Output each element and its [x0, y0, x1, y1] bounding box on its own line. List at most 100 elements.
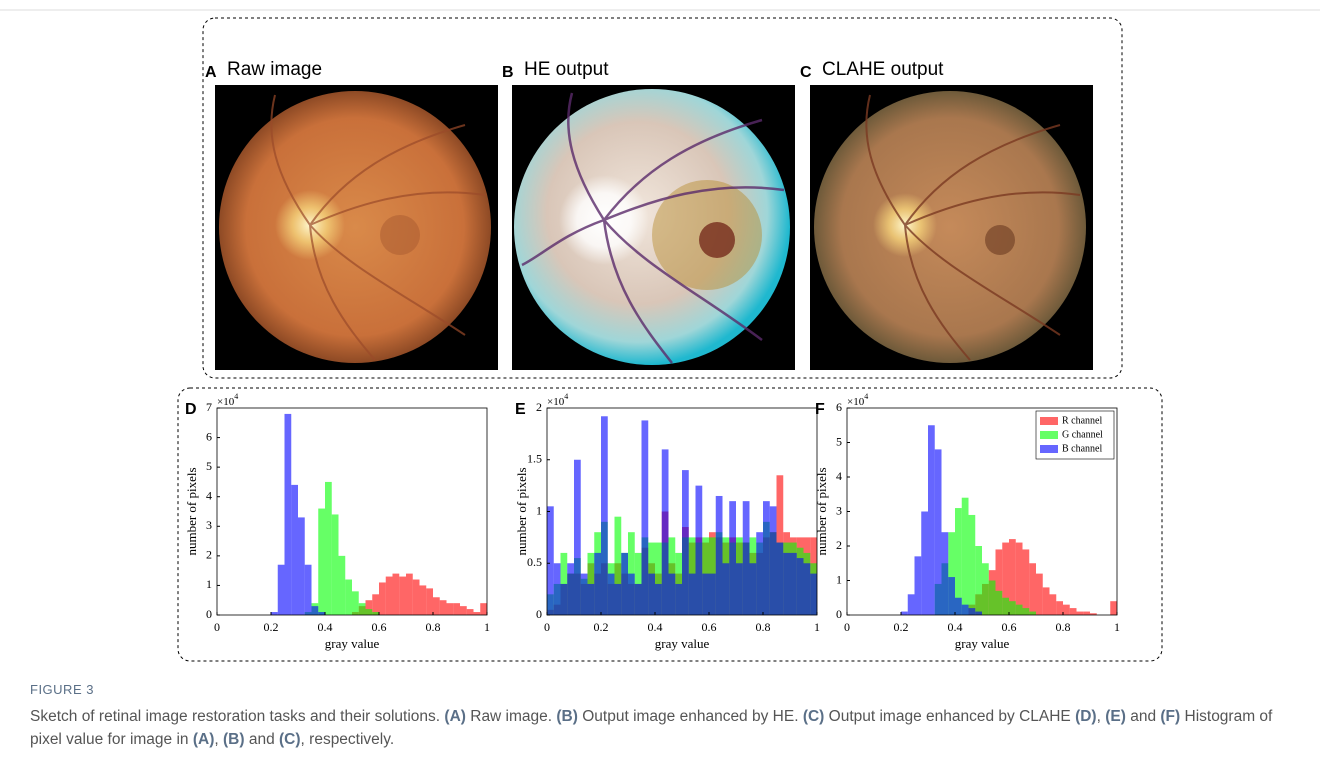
image-b: [512, 85, 795, 370]
histogram-bar: [1023, 608, 1030, 615]
histogram-bar: [702, 574, 709, 615]
histogram-bar: [975, 612, 982, 615]
histogram-bar: [621, 553, 628, 615]
histogram-bar: [271, 612, 278, 615]
histogram-bar: [628, 574, 635, 615]
y-tick-label: 4: [206, 488, 212, 502]
x-tick-label: 0.4: [318, 620, 333, 634]
x-tick-label: 0: [844, 620, 850, 634]
histogram-bar: [413, 580, 420, 615]
histogram-bar: [359, 603, 366, 615]
y-multiplier-base: ×10: [217, 396, 235, 408]
histogram-bar: [406, 574, 413, 615]
x-tick-label: 1: [1114, 620, 1120, 634]
histogram-bar: [948, 577, 955, 615]
histogram-bar: [662, 449, 669, 615]
histogram-bar: [554, 563, 561, 615]
y-tick-label: 7: [206, 400, 212, 414]
y-multiplier-base: ×10: [547, 396, 565, 408]
caption-part: Output image enhanced by CLAHE: [824, 708, 1075, 725]
y-multiplier-base: ×10: [847, 396, 865, 408]
histogram-bar: [969, 608, 976, 615]
caption-part: and: [1126, 708, 1160, 725]
histogram-bar: [962, 605, 969, 615]
histogram-bar: [547, 506, 554, 615]
histogram-bar: [386, 577, 393, 615]
x-axis-label: gray value: [955, 636, 1010, 651]
histogram-bar: [797, 558, 804, 615]
panel-letter: D: [185, 401, 197, 418]
x-tick-label: 0.8: [1056, 620, 1071, 634]
histogram-bar: [642, 420, 649, 615]
histogram-bar: [908, 594, 915, 615]
histogram-bar: [750, 563, 757, 615]
y-tick-label: 5: [836, 434, 842, 448]
x-tick-label: 0.2: [264, 620, 279, 634]
histogram-bar: [318, 509, 325, 615]
panel-letter: E: [515, 401, 526, 418]
y-tick-label: 1: [206, 577, 212, 591]
x-tick-label: 0: [544, 620, 550, 634]
histogram-bar: [635, 584, 642, 615]
panel-letter: F: [815, 401, 825, 418]
histogram-bar: [810, 574, 817, 615]
x-tick-label: 0.6: [702, 620, 717, 634]
x-tick-label: 0.4: [948, 620, 963, 634]
histogram-bar: [433, 597, 440, 615]
y-tick-label: 2: [206, 548, 212, 562]
histogram-bar: [975, 546, 982, 615]
histogram-bar: [783, 553, 790, 615]
caption-part: (D): [1075, 708, 1097, 725]
histogram-bar: [1029, 612, 1036, 615]
histogram-bar: [467, 609, 474, 615]
caption-part: , respectively.: [301, 731, 395, 748]
y-tick-label: 6: [206, 429, 212, 443]
caption-part: Raw image.: [466, 708, 556, 725]
histogram-bar: [689, 574, 696, 615]
histogram-bar: [648, 574, 655, 615]
y-multiplier-exponent: 4: [234, 392, 238, 401]
histogram-bar: [305, 565, 312, 615]
y-tick-label: 5: [206, 459, 212, 473]
histogram-bar: [352, 591, 359, 615]
y-tick-label: 0.5: [527, 555, 542, 569]
panel-letter: C: [800, 64, 812, 81]
histogram-bar: [1036, 574, 1043, 615]
histogram-bar: [372, 594, 379, 615]
histogram-bar: [716, 496, 723, 615]
histogram-bar: [601, 416, 608, 615]
caption-part: and: [245, 731, 279, 748]
histogram-bar: [460, 606, 467, 615]
histogram-bar: [608, 574, 615, 615]
legend-swatch: [1040, 445, 1058, 453]
x-tick-label: 0.2: [894, 620, 909, 634]
caption-part: (B): [556, 708, 578, 725]
x-tick-label: 1: [484, 620, 490, 634]
caption-part: (F): [1160, 708, 1180, 725]
y-multiplier-exponent: 4: [564, 392, 568, 401]
image-c: [810, 85, 1093, 370]
histogram-bar: [669, 574, 676, 615]
caption-text: Sketch of retinal image restoration task…: [30, 705, 1290, 751]
histogram-bar: [743, 501, 750, 615]
histogram-bar: [1016, 543, 1023, 615]
caption-label: FIGURE 3: [30, 678, 1290, 701]
histogram-bar: [1050, 594, 1057, 615]
panel-title: CLAHE output: [822, 59, 944, 80]
y-multiplier: ×104: [547, 392, 568, 408]
caption-part: (A): [444, 708, 466, 725]
x-tick-label: 0: [214, 620, 220, 634]
y-tick-label: 1: [836, 572, 842, 586]
histogram-bar: [366, 609, 373, 615]
caption-part: Sketch of retinal image restoration task…: [30, 708, 444, 725]
legend-label: G channel: [1062, 429, 1103, 440]
histogram-bar: [655, 584, 662, 615]
histogram-bar: [675, 584, 682, 615]
histogram-bar: [915, 556, 922, 615]
image-a: [215, 85, 498, 370]
legend-swatch: [1040, 431, 1058, 439]
histogram-bar: [804, 563, 811, 615]
histogram-bar: [756, 532, 763, 615]
histogram-bar: [763, 501, 770, 615]
